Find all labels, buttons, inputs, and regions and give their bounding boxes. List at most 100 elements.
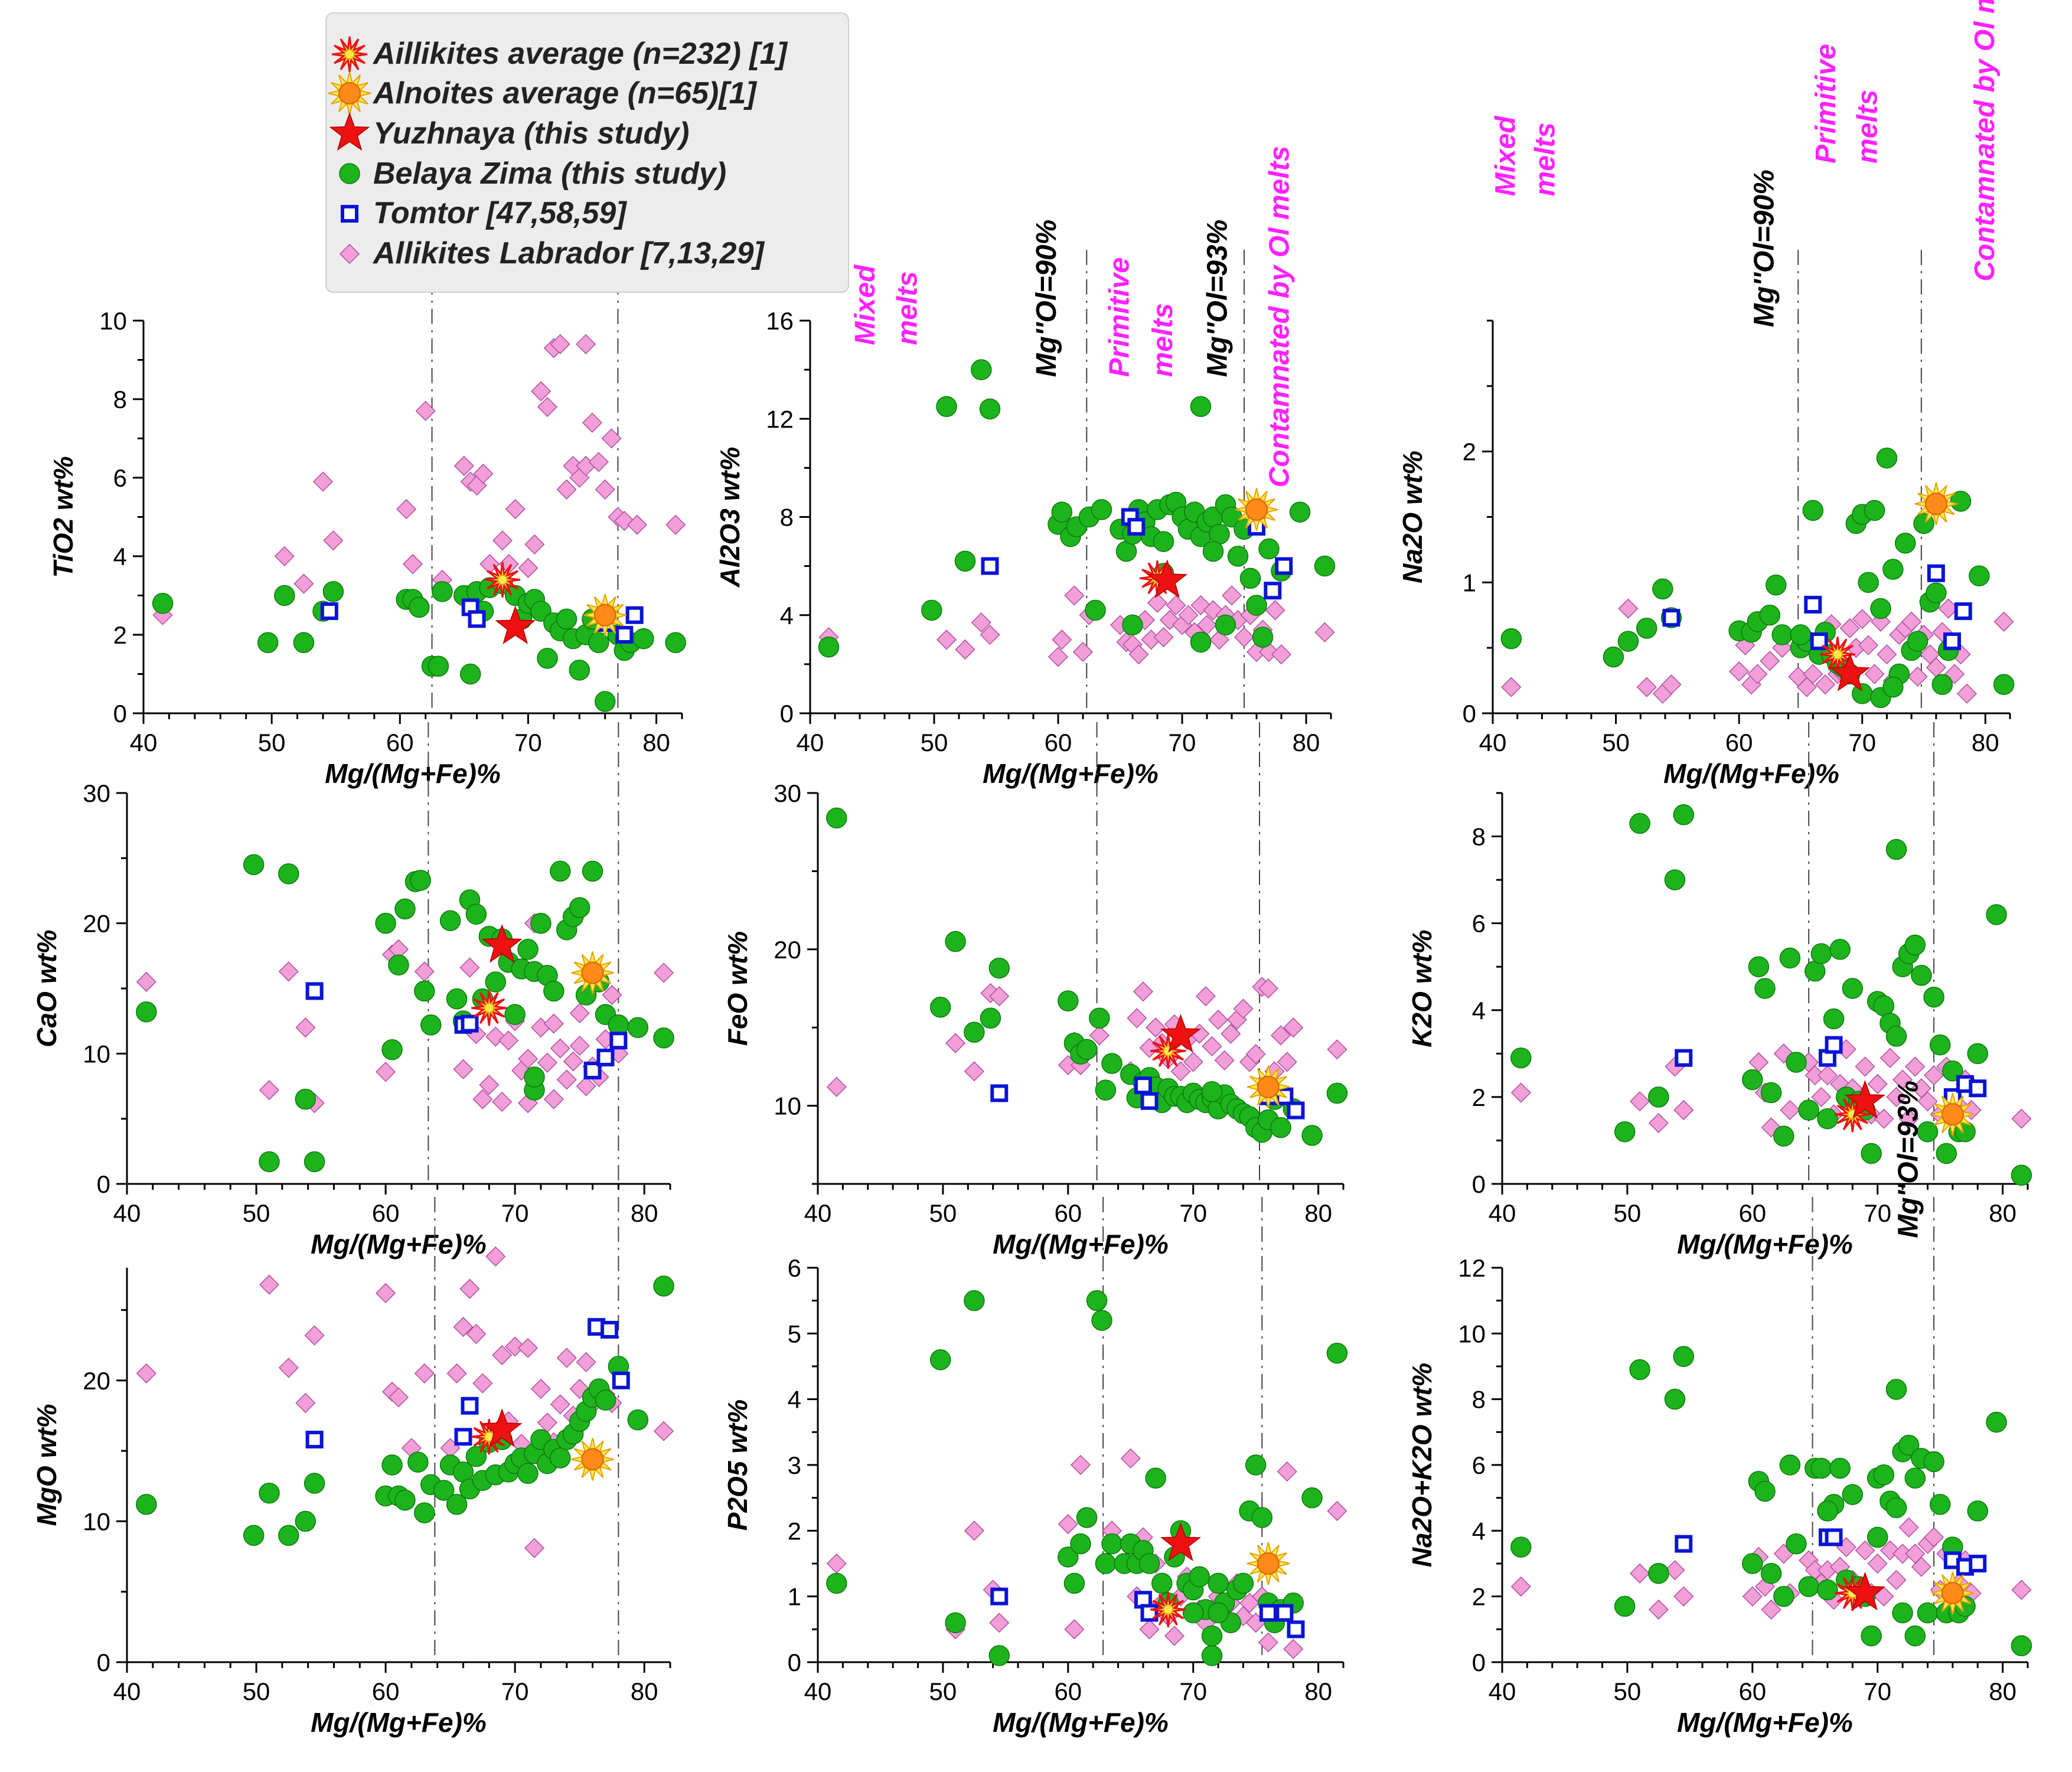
belaya-zima-point — [653, 1027, 674, 1049]
belaya-zima-point — [1760, 1082, 1782, 1104]
x-tick-label: 60 — [1725, 729, 1753, 756]
belaya-zima-point — [1773, 1585, 1794, 1607]
labrador-point — [1673, 1586, 1694, 1607]
y-tick-label: 0 — [1472, 1649, 1486, 1676]
belaya-zima-point — [1923, 1451, 1944, 1473]
labrador-point — [530, 1379, 552, 1399]
labrador-point — [1956, 683, 1978, 704]
x-tick-label: 40 — [1489, 1199, 1516, 1227]
labrador-point — [1886, 1569, 1907, 1590]
labrador-point — [602, 984, 622, 1006]
belaya-zima-point — [1873, 1464, 1895, 1486]
belaya-zima-point — [1629, 812, 1650, 834]
belaya-zima-point — [1326, 1342, 1348, 1364]
belaya-zima-point — [1252, 626, 1274, 648]
annotation-label: Mixed — [850, 264, 881, 345]
alnoites-average-point — [1914, 482, 1958, 526]
belaya-zima-point — [1986, 1411, 2007, 1433]
x-axis-label: Mg/(Mg+Fe)% — [311, 1229, 487, 1259]
labrador-point — [1886, 1086, 1907, 1107]
y-tick-label: 1 — [1463, 569, 1476, 596]
belaya-zima-point — [1861, 1143, 1882, 1164]
labrador-point — [278, 1357, 299, 1378]
belaya-zima-point — [304, 1473, 325, 1494]
belaya-zima-point — [517, 939, 539, 960]
labrador-point — [453, 1059, 474, 1079]
labrador-point — [312, 471, 334, 492]
labrador-point — [582, 412, 603, 433]
belaya-zima-point — [322, 581, 344, 602]
y-tick-label: 0 — [97, 1170, 110, 1198]
belaya-zima-point — [1760, 1562, 1782, 1584]
belaya-zima-point — [1790, 624, 1812, 645]
labrador-point — [1178, 605, 1199, 625]
labrador-point — [396, 499, 417, 520]
y-tick-label: 4 — [1472, 1517, 1486, 1545]
labrador-point — [1852, 609, 1872, 629]
belaya-zima-point — [1145, 1467, 1166, 1489]
belaya-zima-point — [1829, 939, 1851, 960]
belaya-zima-point — [1500, 628, 1522, 650]
alnoites-average-point — [1247, 1542, 1290, 1585]
belaya-zima-point — [1182, 1602, 1204, 1624]
annotation-label: Contamnated by Ol melts — [1969, 0, 2001, 282]
legend-label-yuzhnaya: Yuzhnaya (this study) — [373, 116, 689, 151]
labrador-point — [1901, 611, 1922, 632]
labrador-point — [492, 1091, 513, 1112]
labrador-point — [1648, 1599, 1669, 1620]
x-tick-label: 50 — [929, 1678, 957, 1705]
belaya-zima-point — [1917, 1121, 1939, 1143]
belaya-zima-point — [826, 807, 847, 829]
x-tick-label: 60 — [1738, 1678, 1766, 1705]
belaya-zima-point — [1095, 1553, 1117, 1574]
annotation-label: Primitive — [1104, 257, 1135, 377]
belaya-zima-point — [1748, 956, 1770, 977]
belaya-zima-point — [1085, 599, 1106, 621]
chart-na2o_k2o: 40 50 60 70 80 0 2 4 6 8 10 12 Mg/(Mg+Fe)% Na2O+K2O w… — [1407, 1081, 2032, 1738]
x-tick-label: 50 — [258, 729, 286, 756]
annotation-label: Mg''Ol=90% — [1031, 220, 1062, 377]
labrador-point — [1880, 1047, 1900, 1068]
belaya-zima-point — [1842, 978, 1864, 999]
labrador-point — [498, 1030, 519, 1051]
labrador-point — [1327, 1039, 1347, 1060]
belaya-zima-point — [1190, 396, 1212, 417]
labrador-point — [1277, 1052, 1297, 1072]
x-tick-label: 80 — [642, 729, 670, 756]
y-axis-label: MgO wt% — [31, 1404, 62, 1526]
labrador-point — [402, 554, 423, 575]
y-tick-label: 2 — [788, 1517, 801, 1545]
belaya-zima-point — [1063, 1572, 1085, 1594]
belaya-zima-point — [414, 1502, 435, 1523]
labrador-point — [588, 452, 609, 472]
labrador-point — [1233, 998, 1254, 1019]
aillikites-average-point — [484, 562, 521, 598]
green-circle-icon — [339, 163, 360, 184]
labrador-point — [945, 1033, 966, 1053]
labrador-point — [524, 1538, 545, 1558]
labrador-point — [479, 1075, 500, 1095]
labrador-point — [459, 1278, 480, 1299]
yuzhnaya-point — [481, 924, 523, 963]
tomtor-point — [990, 1084, 1009, 1102]
belaya-zima-point — [1986, 904, 2007, 925]
x-tick-label: 50 — [1614, 1678, 1642, 1705]
belaya-zima-point — [1911, 965, 1932, 986]
belaya-zima-point — [818, 637, 840, 658]
belaya-zima-point — [465, 903, 487, 925]
belaya-zima-point — [1070, 1533, 1091, 1555]
labrador-point — [1277, 1461, 1297, 1482]
x-tick-label: 50 — [1602, 729, 1630, 756]
belaya-zima-point — [1894, 533, 1916, 554]
labrador-point — [472, 1373, 493, 1394]
labrador-point — [1072, 642, 1094, 663]
x-tick-label: 50 — [921, 729, 948, 756]
x-tick-label: 70 — [501, 1199, 529, 1227]
y-tick-label: 8 — [780, 504, 794, 531]
tomtor-point — [1969, 1079, 1987, 1098]
belaya-zima-point — [1122, 614, 1143, 636]
labrador-point — [505, 499, 526, 520]
belaya-zima-point — [293, 632, 315, 654]
labrador-point — [1817, 1065, 1838, 1086]
labrador-point — [1729, 661, 1750, 682]
